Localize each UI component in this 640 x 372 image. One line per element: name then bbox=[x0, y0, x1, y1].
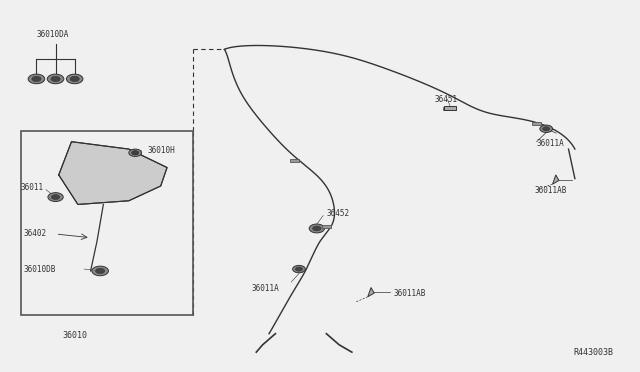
Circle shape bbox=[95, 268, 105, 273]
Circle shape bbox=[70, 76, 79, 81]
Circle shape bbox=[92, 266, 108, 276]
Circle shape bbox=[28, 74, 45, 84]
Circle shape bbox=[132, 151, 139, 155]
Text: 36011AB: 36011AB bbox=[534, 186, 566, 195]
Text: 36011: 36011 bbox=[20, 183, 44, 192]
Polygon shape bbox=[552, 175, 559, 184]
Circle shape bbox=[48, 193, 63, 202]
Circle shape bbox=[134, 152, 137, 154]
Circle shape bbox=[47, 74, 64, 84]
Text: 36010DB: 36010DB bbox=[24, 264, 56, 273]
Text: 36011A: 36011A bbox=[537, 139, 564, 148]
Bar bbox=[322, 225, 331, 228]
Circle shape bbox=[543, 127, 550, 131]
Circle shape bbox=[540, 125, 552, 132]
Circle shape bbox=[51, 76, 60, 81]
Polygon shape bbox=[59, 142, 167, 205]
Text: R443003B: R443003B bbox=[573, 348, 613, 357]
Text: 36402: 36402 bbox=[24, 230, 47, 238]
Text: 36011AB: 36011AB bbox=[394, 289, 426, 298]
Circle shape bbox=[67, 74, 83, 84]
Text: 36452: 36452 bbox=[326, 209, 349, 218]
Bar bbox=[443, 107, 452, 110]
Circle shape bbox=[51, 195, 60, 199]
Text: 36011A: 36011A bbox=[252, 284, 280, 293]
Circle shape bbox=[32, 76, 41, 81]
Circle shape bbox=[292, 265, 305, 273]
Text: 36010: 36010 bbox=[62, 331, 87, 340]
Text: 36451: 36451 bbox=[435, 95, 458, 104]
Text: 36010H: 36010H bbox=[148, 147, 176, 155]
Circle shape bbox=[132, 151, 138, 155]
Bar bbox=[444, 106, 456, 110]
Bar bbox=[532, 122, 541, 125]
Circle shape bbox=[309, 224, 324, 233]
Circle shape bbox=[129, 149, 141, 157]
Polygon shape bbox=[368, 288, 374, 297]
Circle shape bbox=[296, 267, 303, 271]
Circle shape bbox=[312, 226, 321, 231]
Bar bbox=[290, 159, 299, 161]
Text: 36010DA: 36010DA bbox=[36, 30, 69, 39]
